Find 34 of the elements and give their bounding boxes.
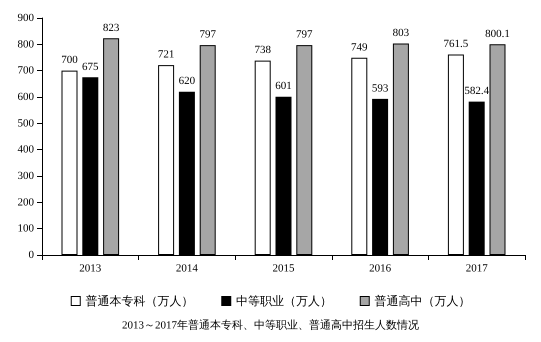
x-tick-label: 2014 [176,262,198,274]
data-label: 593 [372,82,389,94]
y-tick-label: 300 [18,170,34,182]
data-label: 675 [82,60,100,73]
y-tick-label: 400 [18,144,34,156]
data-label: 721 [158,48,174,61]
data-label: 800.1 [485,28,510,40]
data-label: 749 [351,41,368,54]
y-tick-label: 200 [18,196,34,208]
data-label: 803 [392,27,410,40]
data-label: 797 [199,28,216,41]
data-label: 582.4 [464,85,490,98]
data-label: 601 [275,80,292,92]
legend-label: 中等职业（万人） [236,294,332,308]
y-tick-label: 0 [28,249,34,261]
data-label: 797 [296,28,314,41]
data-label: 738 [254,44,272,56]
data-label: 620 [178,75,196,88]
legend-label: 普通本专科（万人） [85,294,194,308]
x-tick-label: 2017 [466,262,488,274]
text: 2013～2017年普通本专科、中等职业、普通高中招生人数情况 [122,318,419,332]
y-tick-label: 100 [18,222,34,235]
data-label: 823 [102,22,120,34]
x-tick-label: 2016 [369,262,392,274]
y-tick-label: 800 [18,38,34,50]
data-label: 761.5 [444,38,469,50]
y-tick-label: 900 [18,12,34,24]
y-tick-label: 500 [18,117,34,130]
legend-label: 普通高中（万人） [374,294,470,308]
x-tick-label: 2013 [79,262,102,274]
data-label: 700 [61,54,78,66]
y-tick-label: 600 [18,91,34,103]
y-tick-label: 700 [18,64,34,77]
x-tick-label: 2015 [272,262,295,274]
